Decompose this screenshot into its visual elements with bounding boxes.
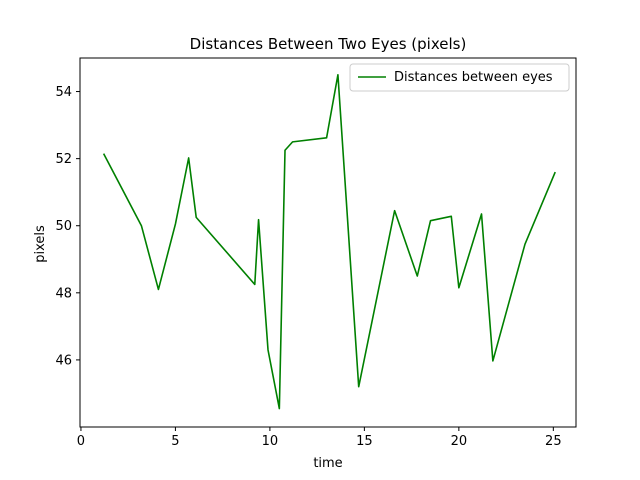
x-axis: 0 5 10 15 20 25 <box>77 427 562 449</box>
y-tick-label: 46 <box>55 353 72 368</box>
x-tick-label: 25 <box>545 434 562 449</box>
y-tick-label: 54 <box>55 85 72 100</box>
x-tick-label: 10 <box>262 434 279 449</box>
y-tick-label: 50 <box>55 219 72 234</box>
y-tick-label: 48 <box>55 286 72 301</box>
series-line <box>102 73 556 410</box>
legend-box <box>349 63 570 92</box>
y-tick-label: 52 <box>55 152 72 167</box>
x-tick-label: 15 <box>356 434 373 449</box>
x-tick-label: 5 <box>171 434 179 449</box>
x-tick-label: 0 <box>77 434 85 449</box>
x-axis-title: time <box>313 456 342 471</box>
legend-label: Distances between eyes <box>394 70 553 85</box>
x-tick-label: 20 <box>451 434 468 449</box>
y-axis-title: pixels <box>33 225 48 263</box>
chart-title: Distances Between Two Eyes (pixels) <box>190 35 467 53</box>
legend: Distances between eyes <box>349 63 570 92</box>
y-axis: 46 48 50 52 54 <box>55 85 80 368</box>
plot-frame <box>79 57 577 428</box>
